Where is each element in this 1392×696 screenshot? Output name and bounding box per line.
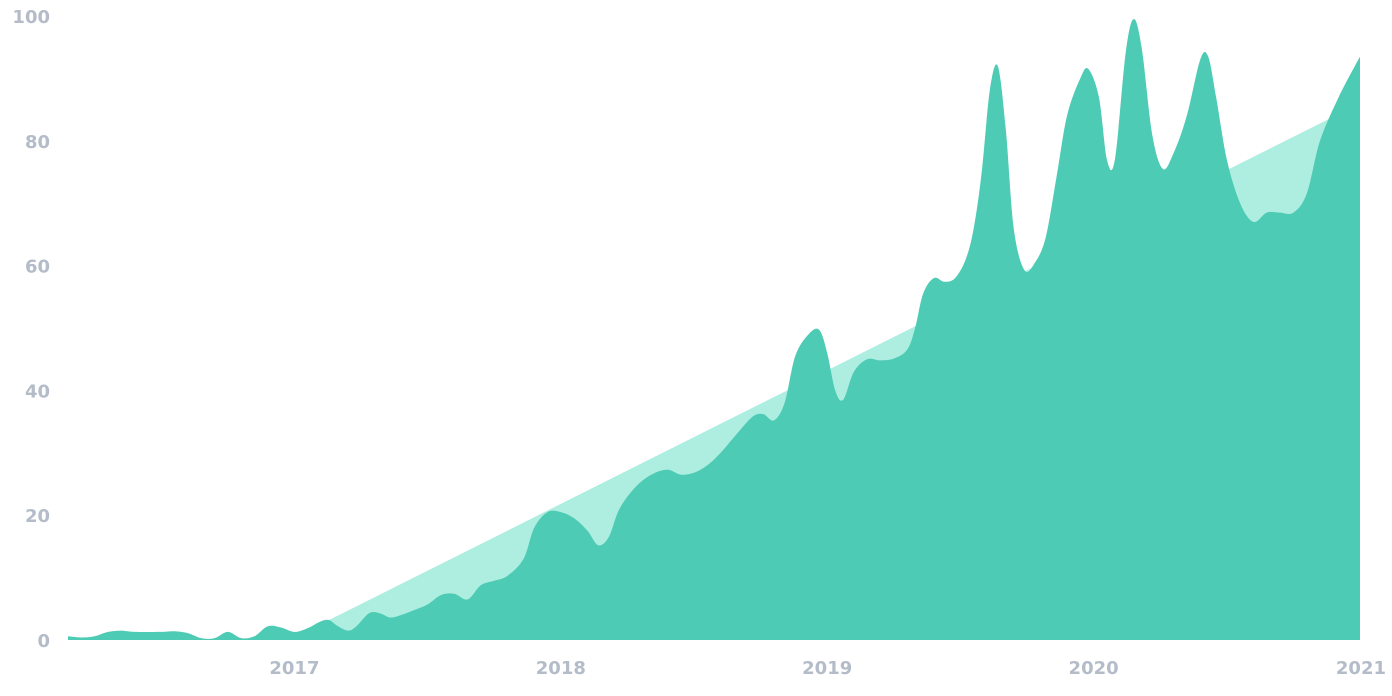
- actual-area: [68, 19, 1360, 640]
- y-tick-label: 100: [12, 7, 50, 28]
- x-tick-label: 2021: [1336, 658, 1386, 679]
- x-axis-ticks: 2017 2018 2019 2020 2021: [269, 658, 1386, 679]
- y-tick-label: 60: [25, 257, 50, 278]
- y-tick-label: 40: [25, 381, 50, 402]
- area-layer: [68, 19, 1361, 640]
- y-tick-label: 0: [37, 631, 50, 652]
- y-tick-label: 20: [25, 506, 50, 527]
- x-tick-label: 2018: [536, 658, 586, 679]
- y-axis-ticks: 0 20 40 60 80 100: [12, 7, 50, 652]
- x-tick-label: 2020: [1069, 658, 1119, 679]
- x-tick-label: 2019: [802, 658, 852, 679]
- y-tick-label: 80: [25, 132, 50, 153]
- x-tick-label: 2017: [269, 658, 319, 679]
